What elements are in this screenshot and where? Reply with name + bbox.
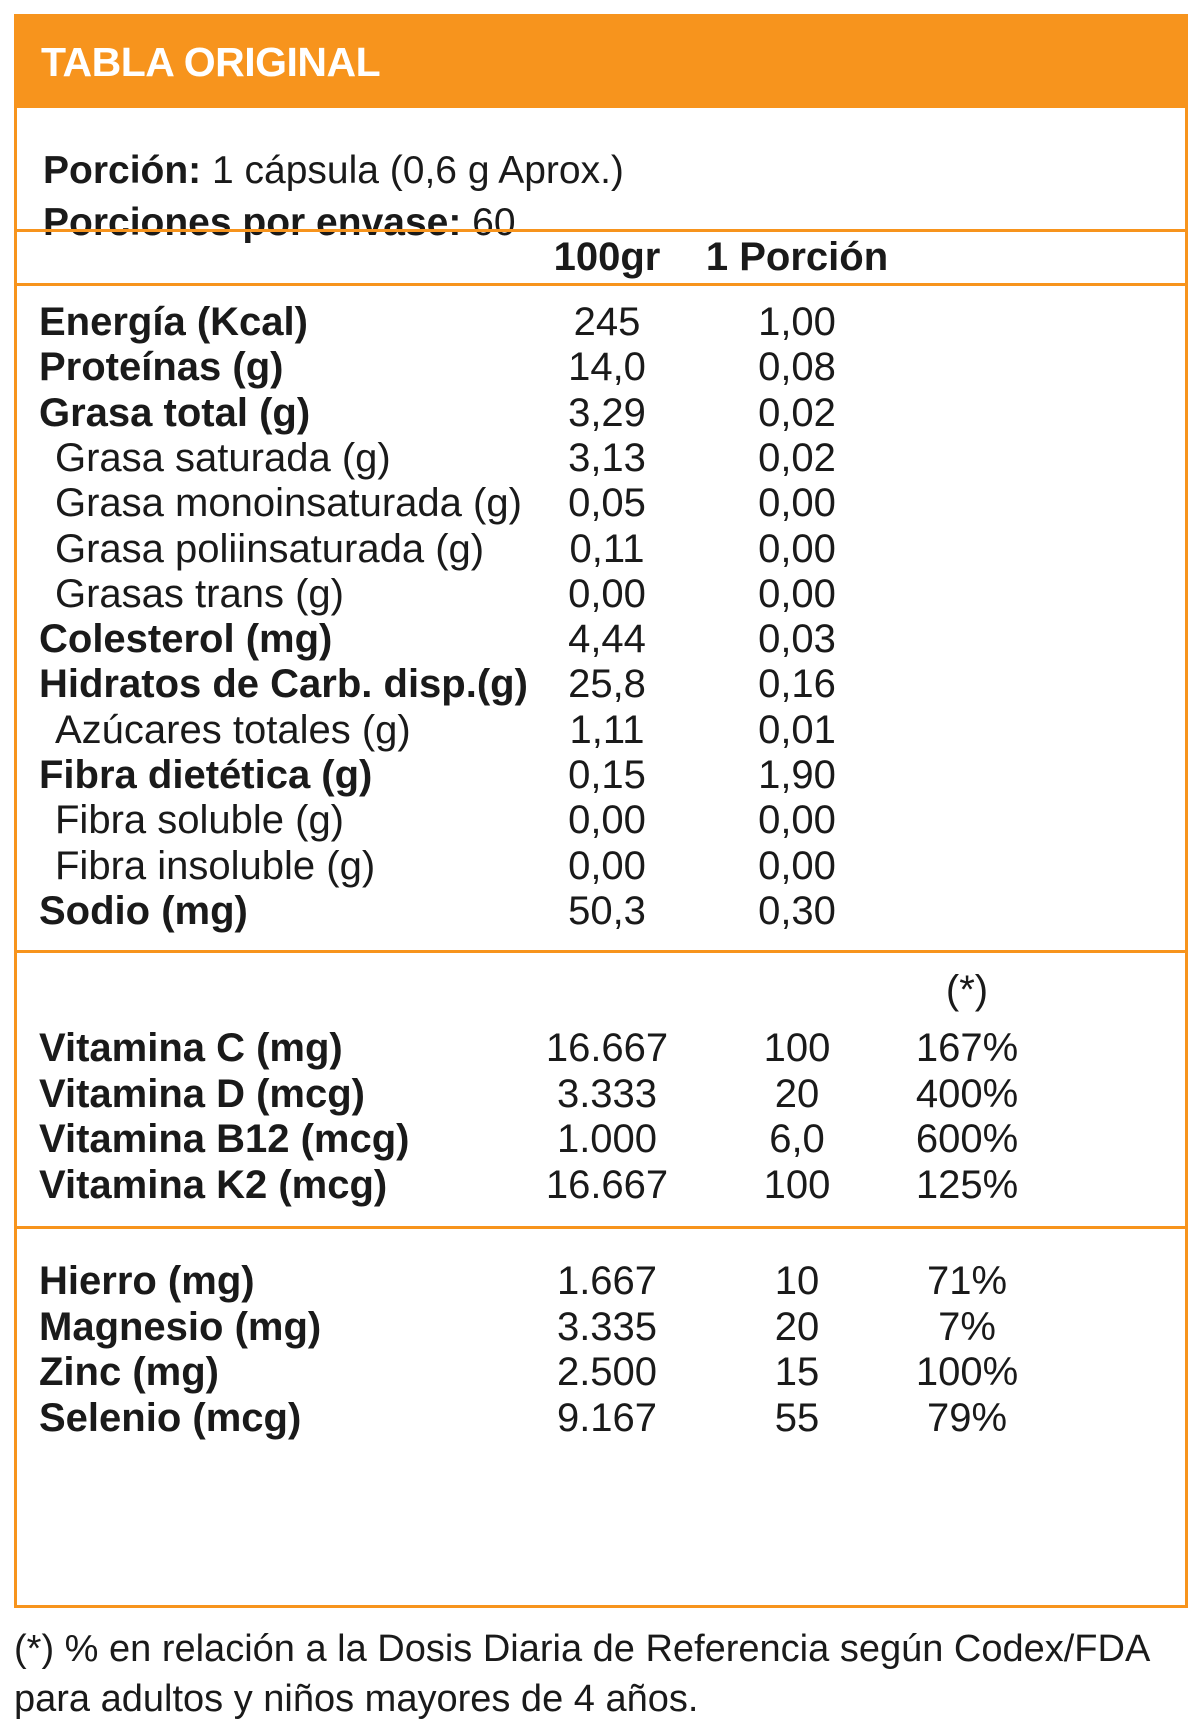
nutrients-row-100gr: 0,00 [568, 571, 646, 616]
nutrients-row-100gr: 0,00 [568, 843, 646, 888]
nutrients-row-name: Grasas trans (g) [55, 571, 344, 616]
vitamins-row-portion: 6,0 [769, 1117, 825, 1161]
vitamins-row-100gr: 1.000 [556, 1117, 658, 1161]
column-header-portion: 1 Porción [705, 235, 889, 279]
footnote: (*) % en relación a la Dosis Diaria de R… [14, 1628, 1149, 1720]
portion-value: 1 cápsula (0,6 g Aprox.) [201, 149, 624, 192]
vitamins-row-name: Vitamina C (mg) [39, 1026, 343, 1070]
vitamins-row-daily-value: 400% [915, 1071, 1019, 1116]
nutrients-row-name: Grasa total (g) [39, 390, 311, 435]
nutrients-row-portion: 0,00 [758, 526, 836, 571]
minerals-row-100gr: 1.667 [556, 1259, 658, 1303]
minerals-row-100gr: 2.500 [556, 1350, 658, 1394]
minerals-row-portion: 10 [774, 1259, 820, 1303]
nutrients-row-portion: 0,00 [758, 571, 836, 616]
divider-vitamins [17, 950, 1185, 953]
nutrients-row-100gr: 1,11 [569, 707, 645, 752]
nutrients-row-name: Proteínas (g) [39, 345, 284, 390]
servings-label: Porciones por envase: [43, 201, 462, 244]
minerals-row-name: Hierro (mg) [39, 1259, 255, 1303]
minerals-row-daily-value: 79% [926, 1395, 1008, 1440]
divider-serving [17, 229, 1185, 232]
nutrients-row-100gr: 14,0 [568, 345, 646, 390]
nutrients-row-portion: 0,02 [758, 390, 836, 435]
servings-value: 60 [461, 201, 516, 244]
vitamins-row-name: Vitamina B12 (mcg) [39, 1117, 410, 1161]
minerals-row-name: Selenio (mcg) [39, 1395, 302, 1440]
portion-line: Porción: 1 cápsula (0,6 g Aprox.) [43, 145, 624, 197]
nutrients-row-name: Fibra soluble (g) [55, 798, 345, 843]
vitamins-row-daily-value: 600% [915, 1117, 1019, 1161]
nutrients-row-name: Grasa monoinsaturada (g) [55, 481, 522, 526]
vitamins-row-portion: 100 [763, 1026, 831, 1070]
vitamins-row-name: Vitamina D (mcg) [39, 1071, 365, 1116]
nutrients-row-portion: 0,02 [758, 435, 836, 480]
nutrients-row-name: Energía (Kcal) [39, 300, 308, 344]
nutrients-row-100gr: 0,05 [568, 481, 646, 526]
table-title: TABLA ORIGINAL [41, 39, 381, 85]
nutrients-row-100gr: 3,29 [568, 390, 646, 435]
minerals-row-name: Zinc (mg) [39, 1350, 219, 1394]
table-header: TABLA ORIGINAL [17, 17, 1185, 108]
nutrients-row-100gr: 50,3 [568, 888, 646, 933]
nutrients-row-portion: 0,03 [758, 617, 836, 662]
nutrients-row-name: Fibra dietética (g) [39, 753, 373, 797]
nutrients-row-100gr: 4,44 [568, 617, 646, 662]
vitamins-row-name: Vitamina K2 (mcg) [39, 1162, 388, 1207]
nutrients-row-100gr: 245 [573, 300, 641, 344]
nutrients-row-100gr: 0,00 [568, 798, 646, 843]
minerals-row-100gr: 3.335 [556, 1304, 658, 1349]
minerals-row-100gr: 9.167 [556, 1395, 658, 1440]
minerals-row-daily-value: 71% [926, 1259, 1008, 1303]
minerals-row-portion: 20 [774, 1304, 820, 1349]
minerals-row-portion: 55 [774, 1395, 820, 1440]
column-header-100gr: 100gr [553, 235, 661, 279]
nutrients-row-portion: 0,16 [758, 662, 836, 707]
nutrients-row-100gr: 3,13 [568, 435, 646, 480]
vitamins-row-100gr: 16.667 [545, 1162, 669, 1207]
minerals-row-name: Magnesio (mg) [39, 1304, 322, 1349]
nutrients-row-name: Fibra insoluble (g) [55, 843, 376, 888]
nutrients-row-portion: 1,00 [758, 300, 836, 344]
nutrients-row-name: Colesterol (mg) [39, 617, 333, 662]
nutrients-row-portion: 0,00 [758, 798, 836, 843]
vitamins-row-portion: 20 [774, 1071, 820, 1116]
nutrients-row-portion: 0,30 [758, 888, 836, 933]
divider-columns [17, 283, 1185, 286]
daily-value-header: (*) [945, 968, 989, 1012]
nutrients-row-100gr: 25,8 [568, 662, 646, 707]
vitamins-row-100gr: 3.333 [556, 1071, 658, 1116]
vitamins-row-portion: 100 [763, 1162, 831, 1207]
minerals-row-daily-value: 100% [915, 1350, 1019, 1394]
vitamins-row-daily-value: 167% [915, 1026, 1019, 1070]
minerals-row-daily-value: 7% [938, 1304, 996, 1349]
nutrients-row-name: Sodio (mg) [39, 888, 248, 933]
serving-info: Porción: 1 cápsula (0,6 g Aprox.) Porcio… [43, 145, 624, 249]
nutrients-row-portion: 0,00 [758, 481, 836, 526]
nutrients-row-portion: 1,90 [758, 753, 836, 797]
nutrition-table: TABLA ORIGINAL Porción: 1 cápsula (0,6 g… [14, 14, 1188, 1608]
nutrients-row-portion: 0,08 [758, 345, 836, 390]
portion-label: Porción: [43, 149, 202, 192]
divider-minerals [17, 1226, 1185, 1229]
servings-line: Porciones por envase: 60 [43, 197, 624, 249]
vitamins-row-daily-value: 125% [915, 1162, 1019, 1207]
minerals-row-portion: 15 [774, 1350, 820, 1394]
nutrients-row-name: Grasa poliinsaturada (g) [55, 526, 485, 571]
nutrients-row-portion: 0,01 [758, 707, 836, 752]
nutrients-row-name: Grasa saturada (g) [55, 435, 391, 480]
nutrients-row-100gr: 0,11 [569, 526, 645, 571]
nutrients-row-name: Hidratos de Carb. disp.(g) [39, 662, 528, 707]
vitamins-row-100gr: 16.667 [545, 1026, 669, 1070]
nutrients-row-portion: 0,00 [758, 843, 836, 888]
nutrients-row-100gr: 0,15 [568, 753, 646, 797]
nutrients-row-name: Azúcares totales (g) [55, 707, 411, 752]
